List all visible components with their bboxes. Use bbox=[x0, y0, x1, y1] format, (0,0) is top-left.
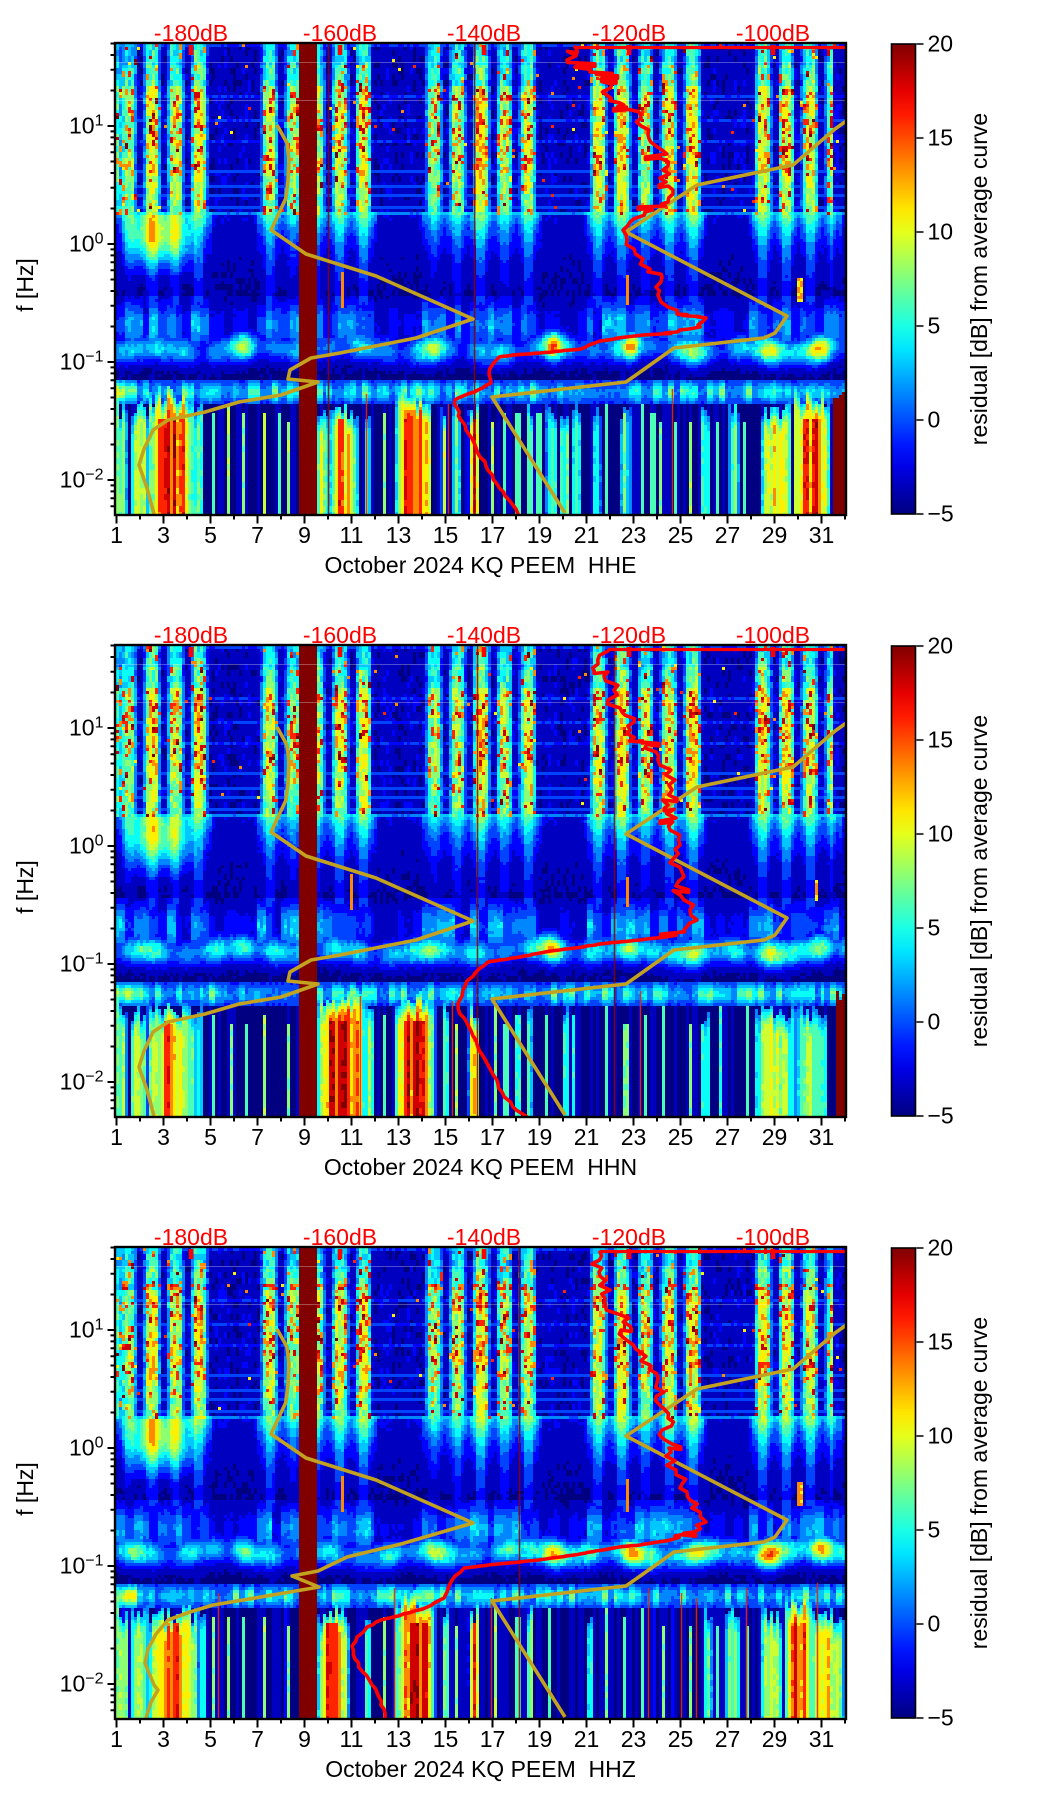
svg-text:October 2024 KQ PEEM HHZ: October 2024 KQ PEEM HHZ bbox=[325, 1756, 636, 1782]
svg-text:1: 1 bbox=[110, 1726, 123, 1752]
svg-text:-100dB: -100dB bbox=[736, 1224, 810, 1250]
svg-text:-180dB: -180dB bbox=[154, 1224, 228, 1250]
svg-text:-160dB: -160dB bbox=[303, 20, 377, 46]
svg-text:13: 13 bbox=[386, 522, 412, 548]
svg-text:October 2024 KQ PEEM HHN: October 2024 KQ PEEM HHN bbox=[324, 1154, 637, 1180]
svg-text:0: 0 bbox=[928, 407, 941, 433]
svg-text:15: 15 bbox=[433, 522, 459, 548]
svg-text:23: 23 bbox=[621, 1726, 647, 1752]
svg-text:25: 25 bbox=[668, 522, 694, 548]
svg-text:20: 20 bbox=[928, 633, 954, 659]
svg-text:25: 25 bbox=[668, 1726, 694, 1752]
svg-text:10: 10 bbox=[928, 821, 954, 847]
svg-text:3: 3 bbox=[157, 522, 170, 548]
svg-text:-180dB: -180dB bbox=[154, 622, 228, 648]
svg-text:7: 7 bbox=[251, 522, 264, 548]
svg-text:f [Hz]: f [Hz] bbox=[12, 860, 38, 914]
svg-text:29: 29 bbox=[762, 522, 788, 548]
svg-text:27: 27 bbox=[715, 522, 741, 548]
svg-text:15: 15 bbox=[928, 1329, 954, 1355]
svg-text:17: 17 bbox=[480, 522, 506, 548]
svg-text:residual [dB] from average cur: residual [dB] from average curve bbox=[966, 715, 992, 1047]
svg-text:5: 5 bbox=[928, 1517, 941, 1543]
svg-text:1: 1 bbox=[110, 522, 123, 548]
svg-text:11: 11 bbox=[340, 522, 364, 548]
svg-text:0: 0 bbox=[928, 1611, 941, 1637]
svg-text:9: 9 bbox=[298, 1726, 311, 1752]
svg-text:23: 23 bbox=[621, 1124, 647, 1150]
svg-text:f [Hz]: f [Hz] bbox=[12, 1462, 38, 1516]
svg-text:9: 9 bbox=[298, 1124, 311, 1150]
svg-text:-120dB: -120dB bbox=[592, 1224, 666, 1250]
svg-text:17: 17 bbox=[480, 1726, 506, 1752]
svg-text:f [Hz]: f [Hz] bbox=[12, 258, 38, 312]
svg-text:−5: −5 bbox=[928, 1705, 954, 1731]
svg-text:-140dB: -140dB bbox=[447, 622, 521, 648]
svg-text:−5: −5 bbox=[928, 1103, 954, 1129]
svg-text:residual [dB] from average cur: residual [dB] from average curve bbox=[966, 1317, 992, 1649]
svg-text:-140dB: -140dB bbox=[447, 1224, 521, 1250]
svg-text:29: 29 bbox=[762, 1124, 788, 1150]
svg-text:15: 15 bbox=[433, 1124, 459, 1150]
svg-text:0: 0 bbox=[928, 1009, 941, 1035]
svg-text:19: 19 bbox=[527, 522, 553, 548]
svg-text:25: 25 bbox=[668, 1124, 694, 1150]
svg-text:-100dB: -100dB bbox=[736, 622, 810, 648]
svg-text:21: 21 bbox=[574, 1726, 600, 1752]
svg-text:31: 31 bbox=[809, 1726, 835, 1752]
svg-text:5: 5 bbox=[928, 915, 941, 941]
svg-text:-120dB: -120dB bbox=[592, 622, 666, 648]
svg-text:15: 15 bbox=[928, 727, 954, 753]
svg-text:11: 11 bbox=[340, 1726, 364, 1752]
svg-text:1: 1 bbox=[110, 1124, 123, 1150]
svg-text:17: 17 bbox=[480, 1124, 506, 1150]
svg-text:10: 10 bbox=[928, 219, 954, 245]
svg-text:-100dB: -100dB bbox=[736, 20, 810, 46]
svg-text:7: 7 bbox=[251, 1124, 264, 1150]
svg-text:-160dB: -160dB bbox=[303, 1224, 377, 1250]
svg-text:13: 13 bbox=[386, 1726, 412, 1752]
svg-text:residual [dB] from average cur: residual [dB] from average curve bbox=[966, 113, 992, 445]
svg-text:13: 13 bbox=[386, 1124, 412, 1150]
svg-text:5: 5 bbox=[204, 1124, 217, 1150]
svg-text:27: 27 bbox=[715, 1726, 741, 1752]
svg-text:9: 9 bbox=[298, 522, 311, 548]
svg-text:5: 5 bbox=[204, 522, 217, 548]
svg-text:-160dB: -160dB bbox=[303, 622, 377, 648]
svg-text:15: 15 bbox=[928, 125, 954, 151]
svg-text:10: 10 bbox=[928, 1423, 954, 1449]
svg-text:-140dB: -140dB bbox=[447, 20, 521, 46]
svg-text:−5: −5 bbox=[928, 501, 954, 527]
svg-text:29: 29 bbox=[762, 1726, 788, 1752]
svg-text:15: 15 bbox=[433, 1726, 459, 1752]
svg-text:-180dB: -180dB bbox=[154, 20, 228, 46]
svg-text:3: 3 bbox=[157, 1726, 170, 1752]
svg-text:5: 5 bbox=[204, 1726, 217, 1752]
svg-text:19: 19 bbox=[527, 1124, 553, 1150]
svg-text:11: 11 bbox=[340, 1124, 364, 1150]
svg-text:27: 27 bbox=[715, 1124, 741, 1150]
svg-text:21: 21 bbox=[574, 1124, 600, 1150]
svg-text:5: 5 bbox=[928, 313, 941, 339]
svg-text:23: 23 bbox=[621, 522, 647, 548]
svg-text:31: 31 bbox=[809, 1124, 835, 1150]
svg-text:31: 31 bbox=[809, 522, 835, 548]
svg-text:10−2: 10−2 bbox=[60, 1671, 104, 1697]
svg-text:10−2: 10−2 bbox=[60, 1069, 104, 1095]
svg-text:3: 3 bbox=[157, 1124, 170, 1150]
svg-text:21: 21 bbox=[574, 522, 600, 548]
svg-text:20: 20 bbox=[928, 31, 954, 57]
svg-text:20: 20 bbox=[928, 1235, 954, 1261]
svg-text:October 2024 KQ PEEM HHE: October 2024 KQ PEEM HHE bbox=[325, 552, 637, 578]
svg-text:7: 7 bbox=[251, 1726, 264, 1752]
svg-text:19: 19 bbox=[527, 1726, 553, 1752]
svg-text:-120dB: -120dB bbox=[592, 20, 666, 46]
